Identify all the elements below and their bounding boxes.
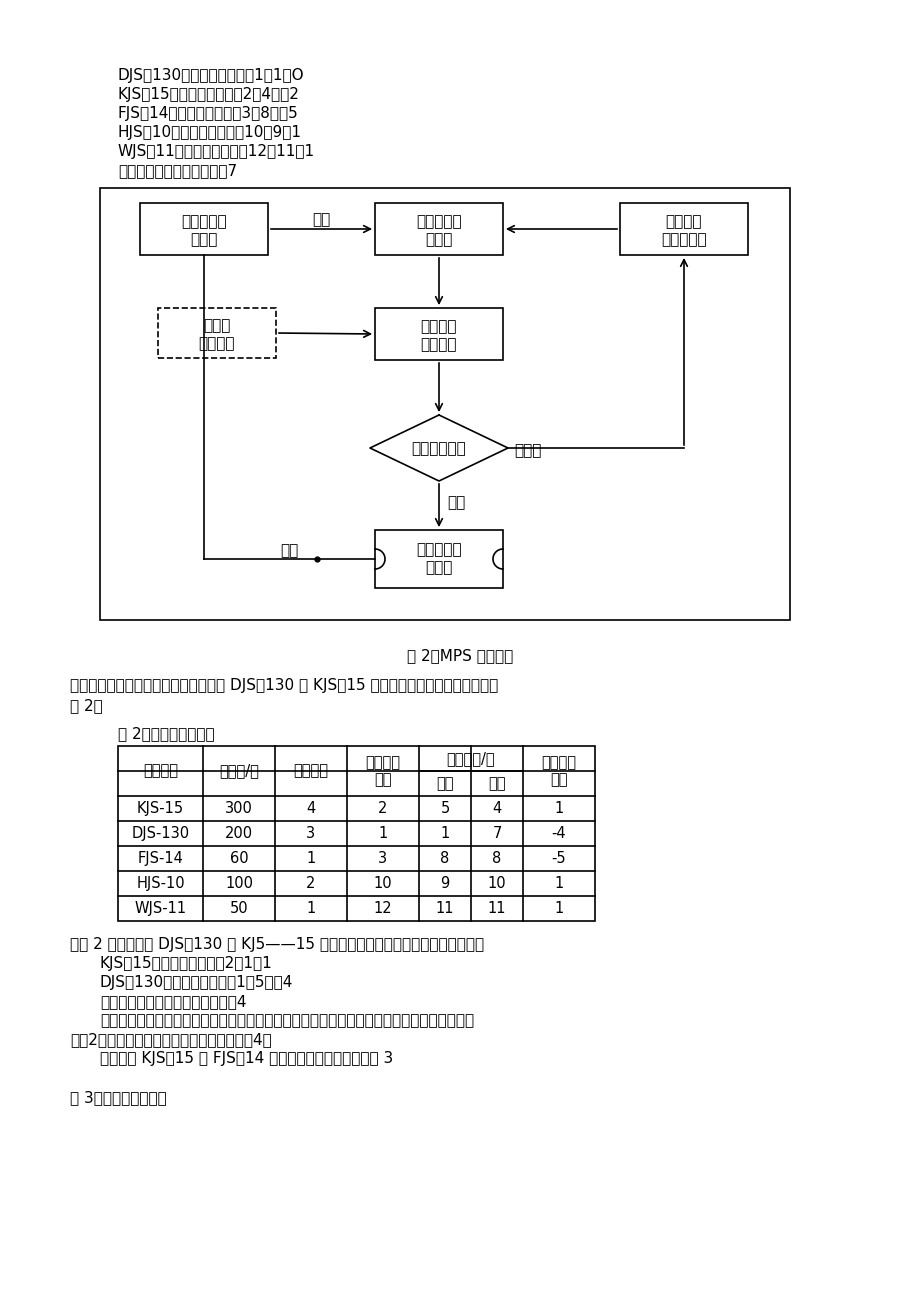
- Text: 复制: 复制: [312, 212, 330, 227]
- Text: 理论优先
顺序: 理论优先 顺序: [365, 755, 400, 788]
- Text: 不可行: 不可行: [514, 443, 540, 458]
- Text: 图 2：MPS 模拟过程: 图 2：MPS 模拟过程: [406, 648, 513, 663]
- Text: 开始: 开始: [436, 776, 453, 792]
- Text: 完工: 完工: [488, 776, 505, 792]
- Text: 计划档: 计划档: [190, 232, 218, 247]
- Text: 100: 100: [225, 876, 253, 891]
- Text: 11: 11: [436, 901, 454, 917]
- Text: HJS-10: HJS-10: [136, 876, 185, 891]
- Text: 其他资料: 其他资料: [199, 336, 235, 352]
- Text: 复制: 复制: [280, 543, 299, 559]
- Text: FJS-14: FJS-14: [138, 852, 183, 866]
- Text: 3: 3: [306, 825, 315, 841]
- Text: 为－2，调换后实际优先顺序负数合计値为－4。: 为－2，调换后实际优先顺序负数合计値为－4。: [70, 1032, 271, 1047]
- Text: 60: 60: [230, 852, 248, 866]
- Text: 若将产品 KJS－15 与 FJS－14 调换一下顺序，可以得到表 3: 若将产品 KJS－15 与 FJS－14 调换一下顺序，可以得到表 3: [100, 1051, 392, 1066]
- Text: 生产日期/天: 生产日期/天: [447, 751, 494, 766]
- Text: 12: 12: [373, 901, 391, 917]
- Text: -4: -4: [551, 825, 566, 841]
- Bar: [375, 309, 503, 359]
- Text: 4: 4: [492, 801, 501, 816]
- Text: 5: 5: [440, 801, 449, 816]
- Bar: [140, 203, 267, 255]
- Text: 规划执行: 规划执行: [420, 337, 457, 352]
- Text: 两产品实际优先顺序负数合计＝－4: 两产品实际优先顺序负数合计＝－4: [100, 993, 246, 1009]
- Text: 2: 2: [378, 801, 387, 816]
- Text: FJS－14：实际优先顺序＝3－8＝－5: FJS－14：实际优先顺序＝3－8＝－5: [118, 105, 299, 121]
- Text: 50: 50: [230, 901, 248, 917]
- Text: DJS－130：实际优先顺序；1－5＝－4: DJS－130：实际优先顺序；1－5＝－4: [100, 975, 293, 990]
- Text: 产能模拟: 产能模拟: [420, 319, 457, 335]
- Bar: [375, 530, 503, 589]
- Text: 模拟主生产: 模拟主生产: [415, 542, 461, 557]
- Text: 表 2。: 表 2。: [70, 698, 103, 713]
- Bar: [118, 746, 595, 921]
- Text: 此种产品生产组合顺序要比表一中产品生产组合顺序差，因为调换前实际优先顺序负数合计値: 此种产品生产组合顺序要比表一中产品生产组合顺序差，因为调换前实际优先顺序负数合计…: [100, 1013, 473, 1029]
- Text: 4: 4: [306, 801, 315, 816]
- Text: DJS-130: DJS-130: [131, 825, 189, 841]
- Text: 计划档: 计划档: [425, 232, 452, 247]
- Text: 表 2：模拟过程（二）: 表 2：模拟过程（二）: [118, 727, 214, 741]
- Text: 模拟主生产: 模拟主生产: [415, 214, 461, 229]
- Text: 7: 7: [492, 825, 501, 841]
- Text: 1: 1: [378, 825, 387, 841]
- Text: KJS-15: KJS-15: [137, 801, 184, 816]
- Bar: [158, 309, 276, 358]
- Text: 200: 200: [224, 825, 253, 841]
- Text: WJS－11：实际优行顺序＝12－11＝1: WJS－11：实际优行顺序＝12－11＝1: [118, 145, 315, 159]
- Text: 实际优先
顺序: 实际优先 顺序: [541, 755, 576, 788]
- Bar: [100, 187, 789, 620]
- Text: DJS－130：实际优先顺序＝1－1＝O: DJS－130：实际优先顺序＝1－1＝O: [118, 68, 304, 83]
- Text: 从表 2 中可以得到 DJS－130 与 KJ5——15 调换后产品实际优先顺序负数合计値为：: 从表 2 中可以得到 DJS－130 与 KJ5——15 调换后产品实际优先顺序…: [70, 937, 483, 952]
- Text: 表 3：模拟过程（三）: 表 3：模拟过程（三）: [70, 1090, 166, 1105]
- Text: 修改模拟: 修改模拟: [665, 214, 701, 229]
- Text: 9: 9: [440, 876, 449, 891]
- Text: 10: 10: [373, 876, 391, 891]
- Text: 生产天数: 生产天数: [293, 763, 328, 779]
- Text: 8: 8: [492, 852, 501, 866]
- Text: WJS-11: WJS-11: [134, 901, 187, 917]
- Text: 11: 11: [487, 901, 505, 917]
- Text: 1: 1: [554, 901, 563, 917]
- Text: 1: 1: [554, 801, 563, 816]
- Text: 实际主生产: 实际主生产: [181, 214, 227, 229]
- Text: 1: 1: [306, 901, 315, 917]
- Text: 可行: 可行: [447, 495, 465, 510]
- Text: 1: 1: [440, 825, 449, 841]
- Text: 1: 1: [554, 876, 563, 891]
- Text: 这是一种产品生产组合顺序。若将其中 DJS－130 与 KJS－15 两产品调换一下顺序，可以得到: 这是一种产品生产组合顺序。若将其中 DJS－130 与 KJS－15 两产品调换…: [70, 678, 498, 693]
- Text: 10: 10: [487, 876, 505, 891]
- Text: 3: 3: [378, 852, 387, 866]
- Text: 2: 2: [306, 876, 315, 891]
- Text: 8: 8: [440, 852, 449, 866]
- Text: 300: 300: [225, 801, 253, 816]
- Text: 日产量/天: 日产量/天: [219, 763, 258, 779]
- Bar: [420, 747, 521, 769]
- Text: 计划档: 计划档: [425, 560, 452, 575]
- Text: 产品名称: 产品名称: [142, 763, 177, 779]
- Text: 1: 1: [306, 852, 315, 866]
- Bar: [619, 203, 747, 255]
- Text: 主生产计划: 主生产计划: [661, 232, 706, 247]
- Text: HJS－10：实际优先顺序＝10－9＝1: HJS－10：实际优先顺序＝10－9＝1: [118, 125, 301, 141]
- Bar: [375, 203, 503, 255]
- Text: 产能负荷查询: 产能负荷查询: [411, 441, 466, 456]
- Text: KJS－15：实际优先顺序＝2－1＝1: KJS－15：实际优先顺序＝2－1＝1: [100, 956, 272, 971]
- Text: -5: -5: [551, 852, 566, 866]
- Text: KJS－15：实施优先顺序＝2－4＝－2: KJS－15：实施优先顺序＝2－4＝－2: [118, 87, 300, 102]
- Text: 产能及: 产能及: [203, 318, 231, 333]
- Text: 实际优先顺序负数合计＝－7: 实际优先顺序负数合计＝－7: [118, 163, 237, 178]
